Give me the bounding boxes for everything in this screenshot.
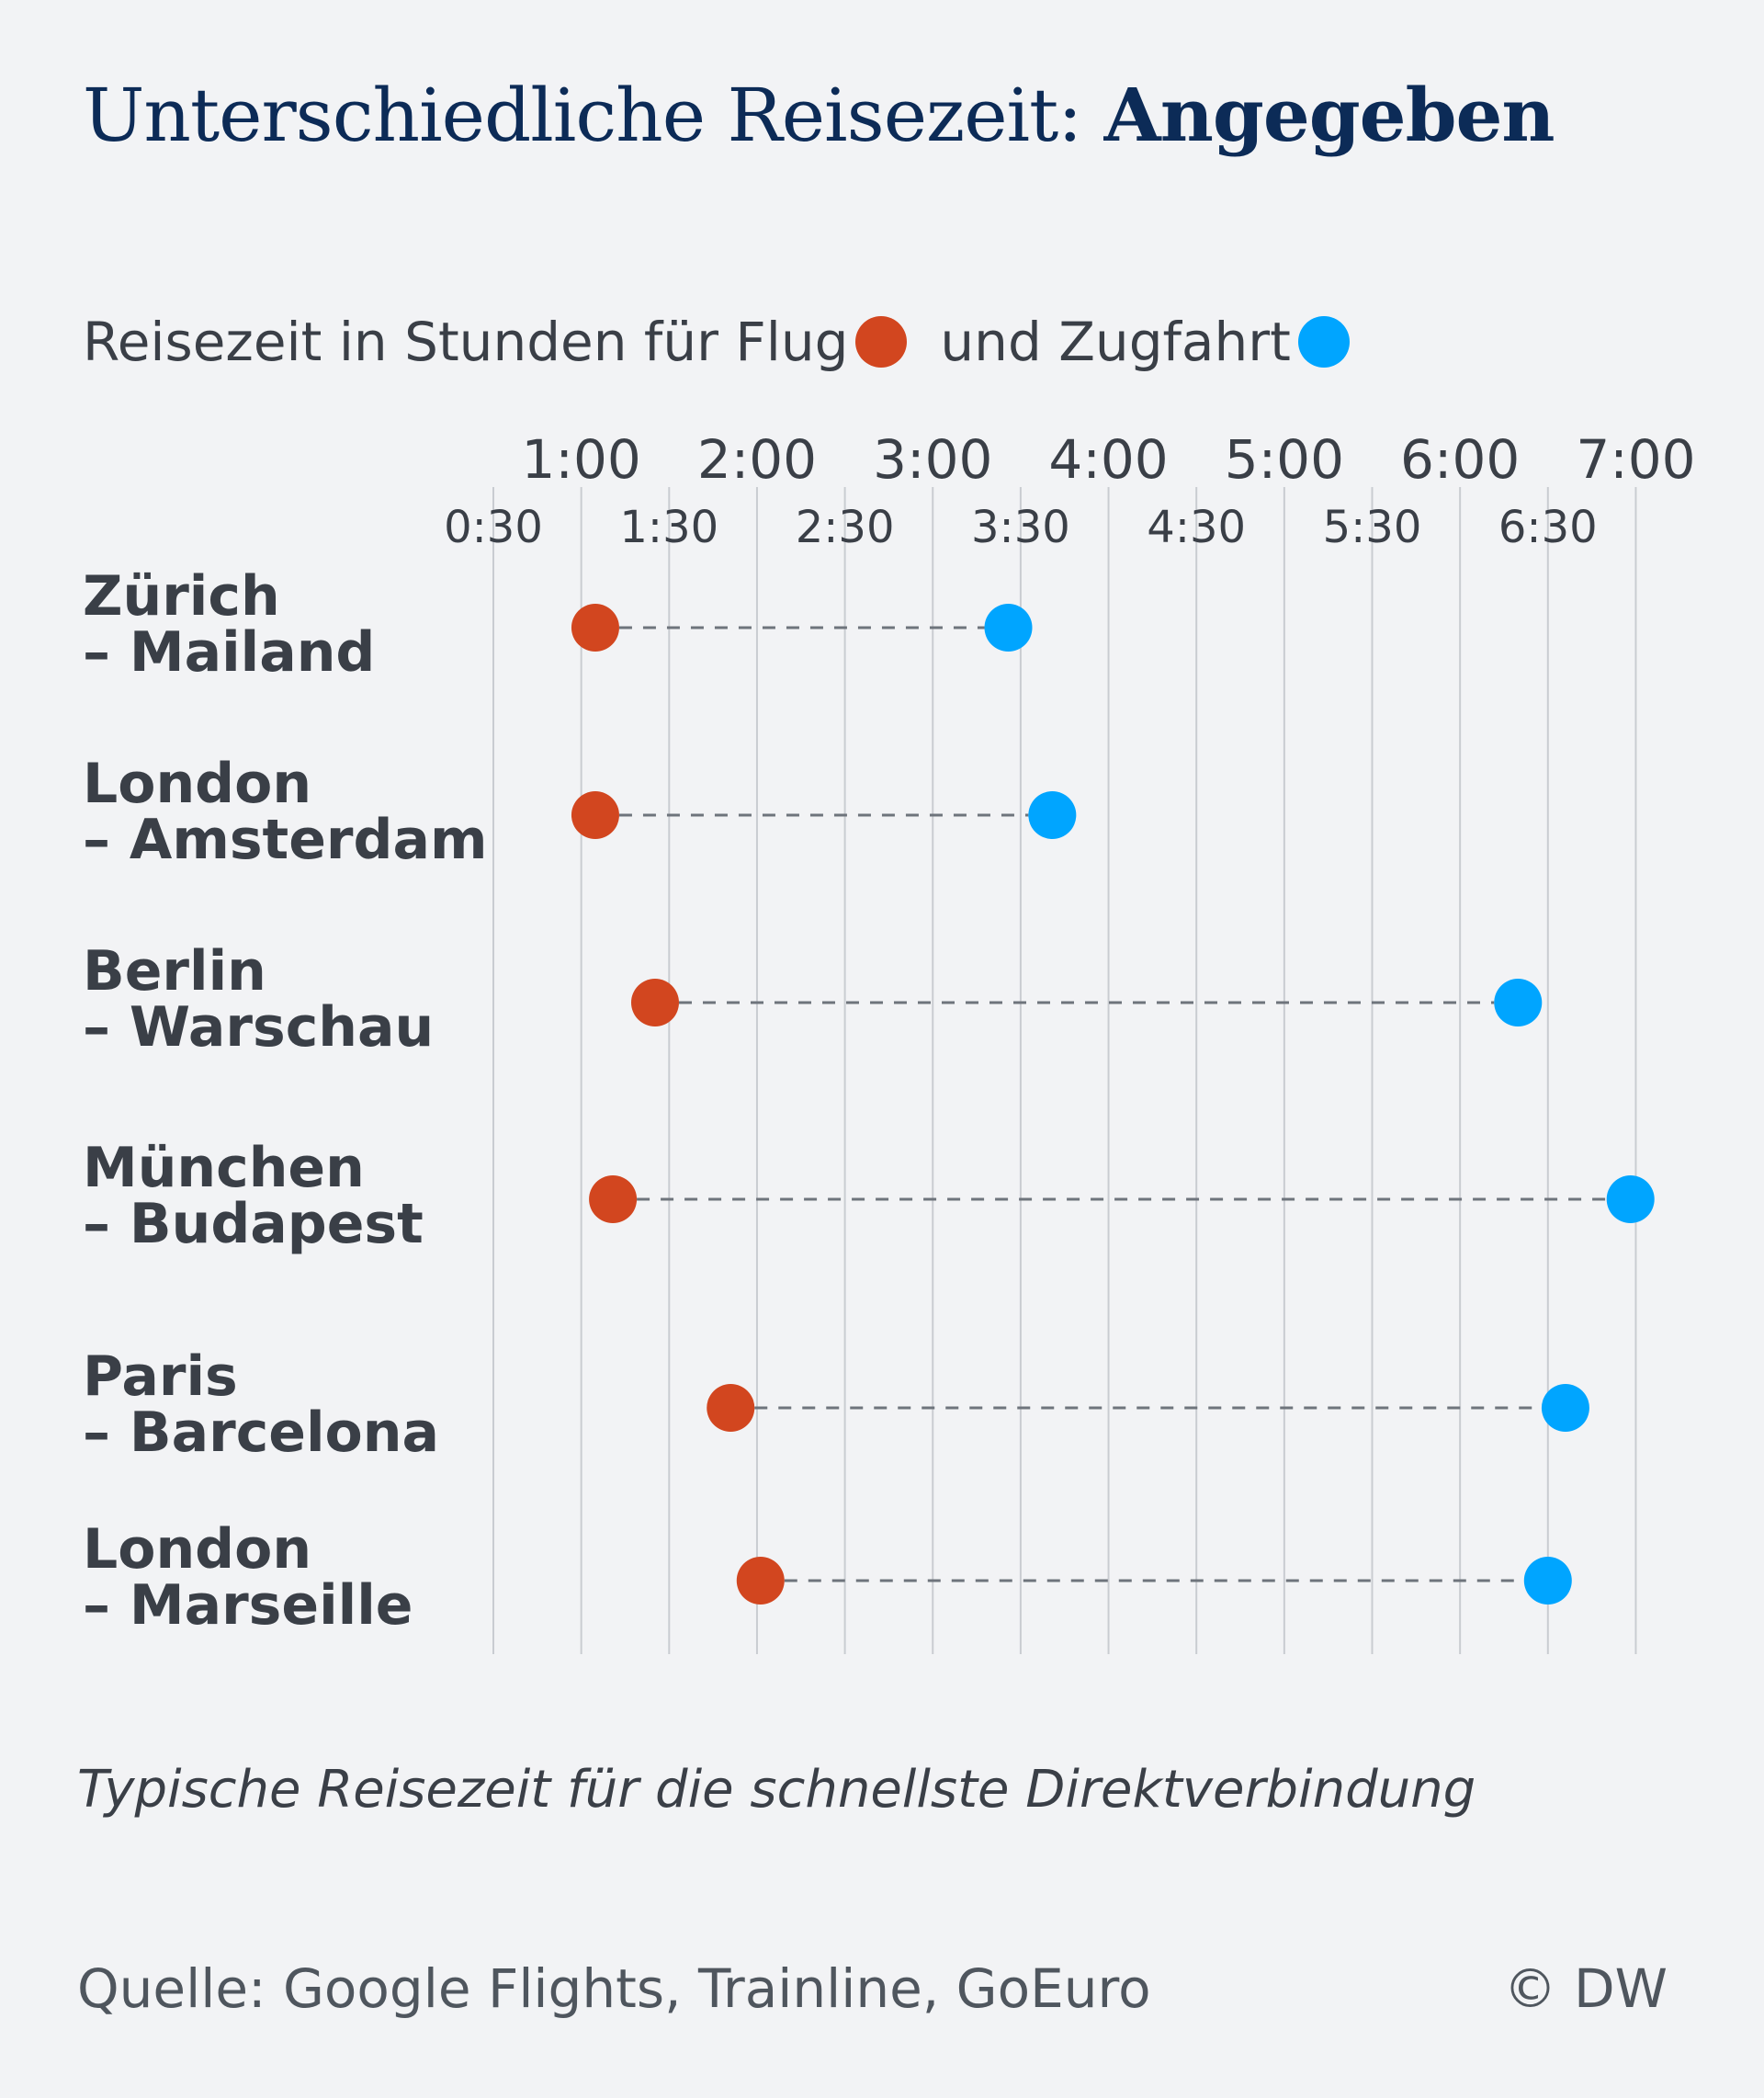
flight-dot (736, 1557, 785, 1605)
minor-tick-label: 5:30 (1323, 502, 1422, 553)
major-tick-label: 6:00 (1400, 428, 1520, 491)
legend: Reisezeit in Stunden für Flug und Zugfah… (83, 311, 1350, 373)
dumbbell-chart: 1:00 2:00 3:00 4:00 5:00 6:00 7:00 0:30 1:30 2:30… (83, 428, 1696, 1654)
route-label-origin: London (83, 1517, 311, 1582)
flight-dot (589, 1175, 638, 1223)
train-dot (1541, 1384, 1589, 1432)
route-label-origin: Berlin (83, 939, 266, 1004)
route-label-destination: – Amsterdam (83, 808, 487, 872)
legend-middle: und Zugfahrt (940, 311, 1291, 373)
major-tick-label: 5:00 (1225, 428, 1344, 491)
chart-note: Typische Reisezeit für die schnellste Di… (77, 1760, 1476, 1820)
minor-tick-label: 1:30 (619, 502, 718, 553)
flight-dot (707, 1384, 755, 1432)
route-label-origin: München (83, 1136, 365, 1200)
chart-title: Unterschiedliche Reisezeit: Angegeben (83, 72, 1555, 158)
legend-train-dot (1297, 316, 1350, 368)
title-bold: Angegeben (1103, 72, 1555, 158)
train-dot (1606, 1175, 1655, 1223)
major-tick-label: 7:00 (1576, 428, 1695, 491)
title-regular: Unterschiedliche Reisezeit: (83, 73, 1104, 158)
minor-tick-label: 3:30 (971, 502, 1070, 553)
minor-tick-label: 6:30 (1498, 502, 1598, 553)
minor-tick-label: 0:30 (444, 502, 543, 553)
copyright: © DW (1503, 1957, 1668, 2020)
minor-tick-label: 4:30 (1147, 502, 1246, 553)
route-label-destination: – Mailand (83, 620, 375, 685)
source-credit: Quelle: Google Flights, Trainline, GoEur… (77, 1957, 1151, 2020)
route-label-destination: – Warschau (83, 995, 434, 1060)
major-tick-label: 1:00 (522, 428, 641, 491)
major-tick-label: 4:00 (1048, 428, 1168, 491)
legend-flight-dot (855, 316, 908, 368)
train-dot (984, 604, 1033, 652)
route-label-destination: – Barcelona (83, 1401, 439, 1465)
train-dot (1494, 979, 1543, 1026)
minor-tick-label: 2:30 (796, 502, 895, 553)
major-tick-label: 2:00 (697, 428, 817, 491)
route-label-origin: London (83, 752, 311, 816)
route-label-origin: Paris (83, 1344, 238, 1409)
route-label-origin: Zürich (83, 564, 280, 629)
route-label-destination: – Marseille (83, 1573, 413, 1638)
legend-prefix: Reisezeit in Stunden für Flug (83, 311, 849, 373)
flight-dot (571, 604, 619, 652)
flight-dot (630, 979, 679, 1026)
train-dot (1028, 791, 1077, 839)
major-tick-label: 3:00 (873, 428, 992, 491)
flight-dot (571, 791, 619, 839)
route-label-destination: – Budapest (83, 1192, 424, 1256)
train-dot (1523, 1557, 1572, 1605)
